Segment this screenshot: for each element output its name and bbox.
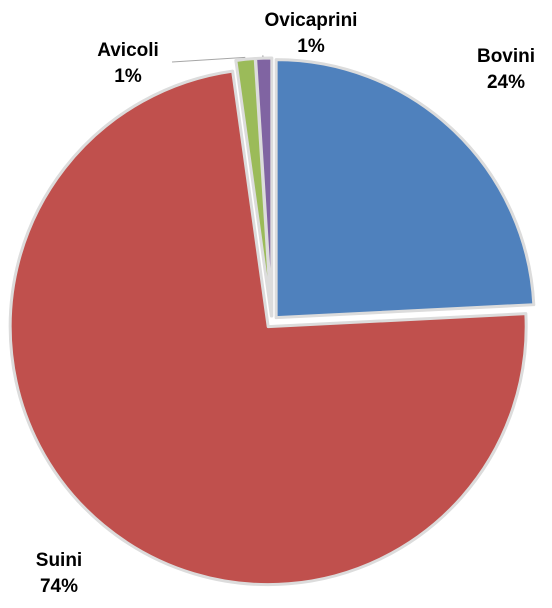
pie-slice-ovicaprini xyxy=(254,56,274,318)
pie-slices xyxy=(8,56,536,587)
data-label-suini-name: Suini xyxy=(35,550,83,571)
data-label-bovini-name: Bovini xyxy=(476,46,536,67)
data-label-avicoli-name: Avicoli xyxy=(97,40,159,61)
data-label-suini-pct: 74% xyxy=(39,576,79,597)
pie-slice-suini xyxy=(8,69,528,587)
data-label-suini: Suini 74% xyxy=(24,548,94,600)
data-label-ovicaprini: Ovicaprini 1% xyxy=(246,8,376,60)
data-label-avicoli: Avicoli 1% xyxy=(82,38,174,90)
data-label-avicoli-pct: 1% xyxy=(114,66,142,87)
data-label-bovini-pct: 24% xyxy=(486,72,526,93)
leader-line-avicoli xyxy=(171,56,246,63)
data-label-bovini: Bovini 24% xyxy=(456,44,552,96)
data-label-ovicaprini-name: Ovicaprini xyxy=(264,10,358,31)
pie-slice-bovini xyxy=(274,58,536,320)
data-label-ovicaprini-pct: 1% xyxy=(297,36,325,57)
